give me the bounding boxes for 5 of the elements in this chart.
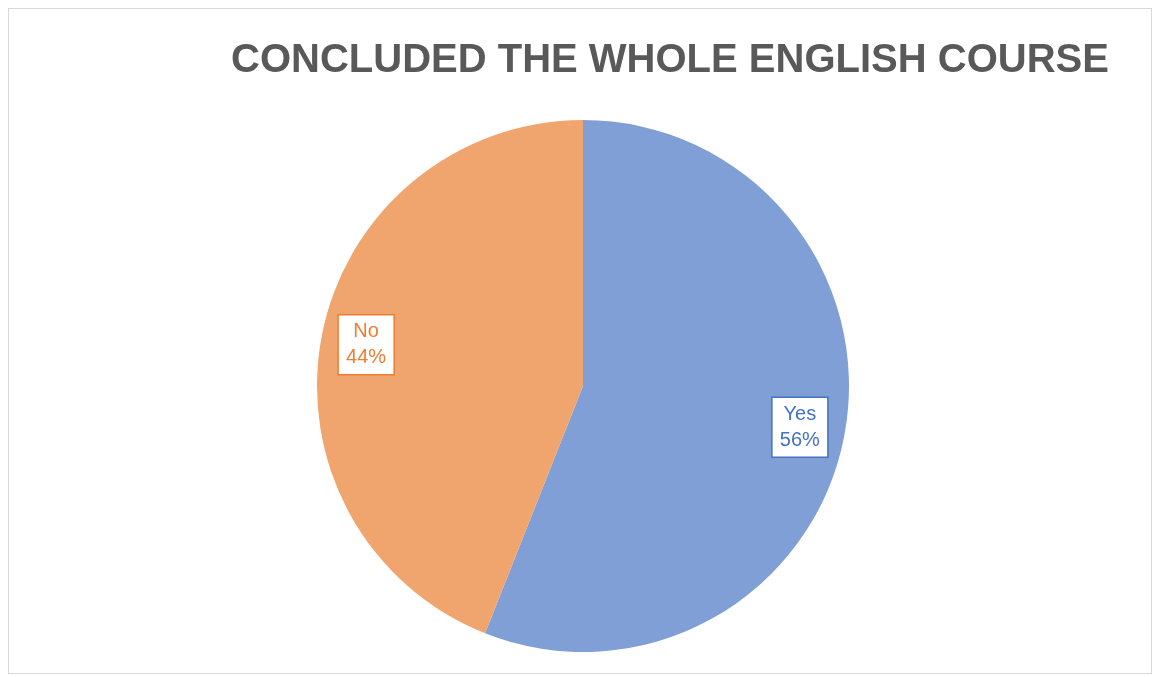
- slice-label: Yes: [783, 401, 817, 424]
- data-label: 44%: [346, 345, 387, 368]
- slice-label: No: [353, 319, 379, 342]
- data-label: 56%: [779, 427, 821, 450]
- chart-title: CONCLUDED THE WHOLE ENGLISH COURSE: [230, 36, 1110, 81]
